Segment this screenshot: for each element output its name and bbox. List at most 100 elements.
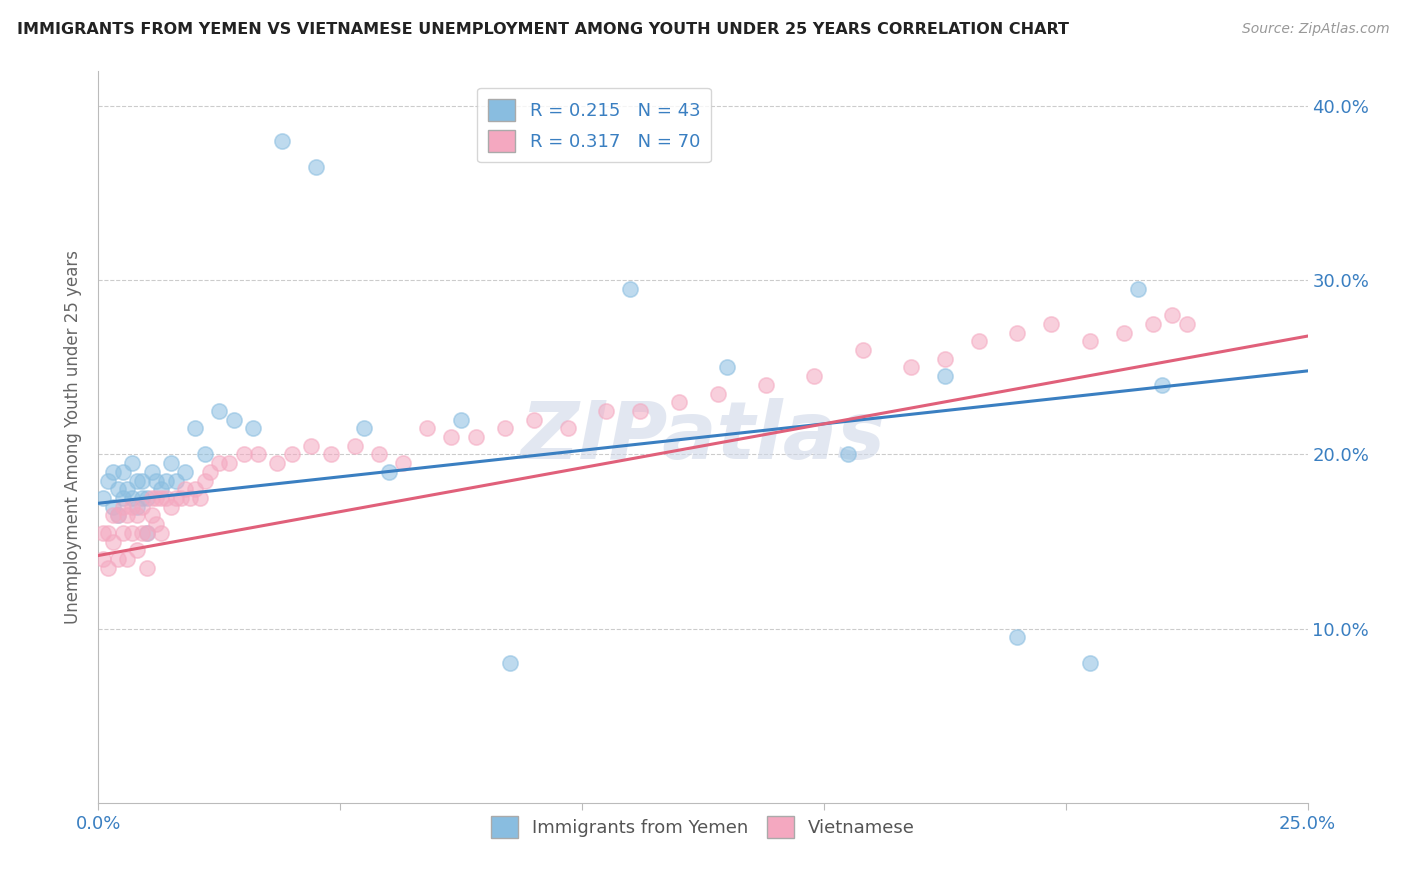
Point xyxy=(595,404,617,418)
Point xyxy=(1142,317,1164,331)
Point xyxy=(353,421,375,435)
Point xyxy=(174,465,197,479)
Point xyxy=(305,160,328,174)
Text: ZIPatlas: ZIPatlas xyxy=(520,398,886,476)
Point xyxy=(145,491,167,505)
Point xyxy=(101,500,124,514)
Point xyxy=(498,657,520,671)
Point xyxy=(1007,631,1029,645)
Point xyxy=(127,474,149,488)
Point xyxy=(494,421,516,435)
Point xyxy=(127,543,149,558)
Point xyxy=(523,412,546,426)
Point xyxy=(150,483,173,497)
Point xyxy=(1161,308,1184,322)
Point xyxy=(131,474,153,488)
Point xyxy=(557,421,579,435)
Point xyxy=(97,525,120,540)
Point xyxy=(111,525,134,540)
Point xyxy=(155,491,177,505)
Point xyxy=(131,491,153,505)
Point xyxy=(900,360,922,375)
Point xyxy=(131,525,153,540)
Point xyxy=(450,412,472,426)
Point xyxy=(377,465,399,479)
Point xyxy=(1040,317,1063,331)
Point xyxy=(145,517,167,532)
Point xyxy=(101,465,124,479)
Point xyxy=(174,483,197,497)
Point xyxy=(165,474,187,488)
Point xyxy=(208,456,231,470)
Point xyxy=(1078,334,1101,349)
Point xyxy=(150,525,173,540)
Point xyxy=(837,448,859,462)
Point xyxy=(440,430,463,444)
Point xyxy=(194,448,217,462)
Point xyxy=(706,386,728,401)
Point xyxy=(218,456,240,470)
Point xyxy=(464,430,486,444)
Point xyxy=(131,500,153,514)
Point xyxy=(208,404,231,418)
Point xyxy=(179,491,201,505)
Point xyxy=(121,525,143,540)
Point xyxy=(121,456,143,470)
Point xyxy=(165,491,187,505)
Point xyxy=(242,421,264,435)
Point xyxy=(184,483,207,497)
Point xyxy=(271,134,294,148)
Point xyxy=(91,491,114,505)
Point xyxy=(343,439,366,453)
Point xyxy=(141,508,163,523)
Point xyxy=(135,525,157,540)
Point xyxy=(150,491,173,505)
Point xyxy=(755,377,778,392)
Point xyxy=(198,465,221,479)
Point xyxy=(135,560,157,574)
Point xyxy=(107,508,129,523)
Point xyxy=(319,448,342,462)
Point xyxy=(160,456,183,470)
Point xyxy=(111,500,134,514)
Point xyxy=(232,448,254,462)
Point xyxy=(117,552,139,566)
Point xyxy=(852,343,875,357)
Point xyxy=(169,491,191,505)
Point xyxy=(1112,326,1135,340)
Text: IMMIGRANTS FROM YEMEN VS VIETNAMESE UNEMPLOYMENT AMONG YOUTH UNDER 25 YEARS CORR: IMMIGRANTS FROM YEMEN VS VIETNAMESE UNEM… xyxy=(17,22,1069,37)
Point xyxy=(967,334,990,349)
Point xyxy=(127,500,149,514)
Point xyxy=(803,369,825,384)
Point xyxy=(1128,282,1150,296)
Point xyxy=(117,508,139,523)
Point xyxy=(155,474,177,488)
Y-axis label: Unemployment Among Youth under 25 years: Unemployment Among Youth under 25 years xyxy=(65,250,83,624)
Point xyxy=(97,560,120,574)
Point xyxy=(117,483,139,497)
Point xyxy=(1175,317,1198,331)
Point xyxy=(184,421,207,435)
Point xyxy=(188,491,211,505)
Point xyxy=(145,474,167,488)
Point xyxy=(127,508,149,523)
Point xyxy=(107,483,129,497)
Point xyxy=(91,525,114,540)
Point xyxy=(668,395,690,409)
Point xyxy=(107,508,129,523)
Point xyxy=(1078,657,1101,671)
Point xyxy=(934,369,956,384)
Point xyxy=(1152,377,1174,392)
Point xyxy=(121,500,143,514)
Point xyxy=(111,465,134,479)
Point xyxy=(135,525,157,540)
Point xyxy=(91,552,114,566)
Point xyxy=(194,474,217,488)
Point xyxy=(628,404,651,418)
Point xyxy=(266,456,288,470)
Point xyxy=(281,448,304,462)
Point xyxy=(299,439,322,453)
Point xyxy=(141,491,163,505)
Legend: Immigrants from Yemen, Vietnamese: Immigrants from Yemen, Vietnamese xyxy=(484,808,922,845)
Point xyxy=(934,351,956,366)
